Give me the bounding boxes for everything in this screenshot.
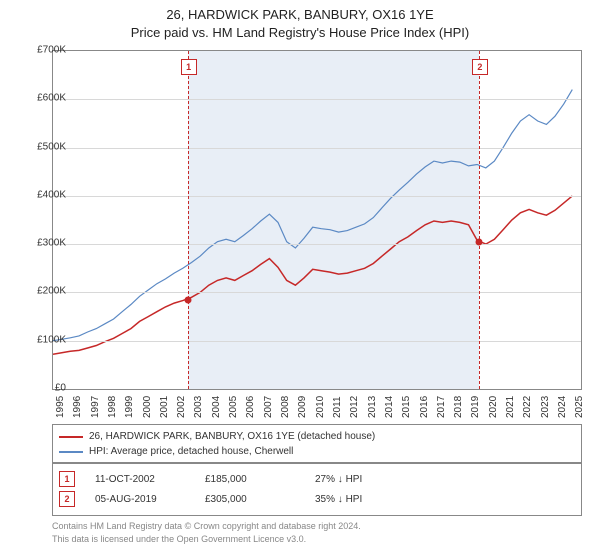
x-tick-label: 1998 xyxy=(107,396,118,418)
x-tick-label: 2011 xyxy=(332,396,343,418)
x-tick-label: 2008 xyxy=(280,396,291,418)
event-delta: 27% ↓ HPI xyxy=(315,474,405,485)
event-row: 2 05-AUG-2019 £305,000 35% ↓ HPI xyxy=(59,489,575,509)
event-row: 1 11-OCT-2002 £185,000 27% ↓ HPI xyxy=(59,469,575,489)
events-box: 1 11-OCT-2002 £185,000 27% ↓ HPI 2 05-AUG-201… xyxy=(52,462,582,516)
title-area: 26, HARDWICK PARK, BANBURY, OX16 1YE Pri… xyxy=(0,0,600,42)
x-tick-label: 2014 xyxy=(384,396,395,418)
x-tick-label: 2010 xyxy=(315,396,326,418)
legend-box: 26, HARDWICK PARK, BANBURY, OX16 1YE (de… xyxy=(52,424,582,464)
event-badge: 2 xyxy=(59,491,75,507)
x-tick-label: 2022 xyxy=(522,396,533,418)
y-tick-label: £300K xyxy=(20,238,66,249)
x-tick-label: 2006 xyxy=(245,396,256,418)
legend-swatch-property xyxy=(59,436,83,438)
x-tick-label: 2005 xyxy=(228,396,239,418)
gridline xyxy=(53,292,581,293)
gridline xyxy=(53,148,581,149)
x-tick-label: 2001 xyxy=(159,396,170,418)
x-tick-label: 2017 xyxy=(436,396,447,418)
marker-badge: 2 xyxy=(472,59,488,75)
x-tick-label: 1999 xyxy=(124,396,135,418)
y-tick-label: £100K xyxy=(20,334,66,345)
legend-label-property: 26, HARDWICK PARK, BANBURY, OX16 1YE (de… xyxy=(89,429,375,444)
x-tick-label: 2018 xyxy=(453,396,464,418)
x-tick-label: 2000 xyxy=(142,396,153,418)
chart-plot-area: 12 xyxy=(52,50,582,390)
marker-badge: 1 xyxy=(181,59,197,75)
x-tick-label: 2024 xyxy=(557,396,568,418)
y-tick-label: £0 xyxy=(20,383,66,394)
x-tick-label: 2009 xyxy=(297,396,308,418)
copyright-line1: Contains HM Land Registry data © Crown c… xyxy=(52,520,361,533)
gridline xyxy=(53,244,581,245)
y-tick-label: £700K xyxy=(20,45,66,56)
marker-line xyxy=(479,51,480,389)
marker-dot xyxy=(184,296,191,303)
x-tick-label: 2020 xyxy=(488,396,499,418)
event-price: £185,000 xyxy=(205,474,295,485)
x-tick-label: 2002 xyxy=(176,396,187,418)
legend-row-property: 26, HARDWICK PARK, BANBURY, OX16 1YE (de… xyxy=(59,429,575,444)
gridline xyxy=(53,196,581,197)
chart-container: 26, HARDWICK PARK, BANBURY, OX16 1YE Pri… xyxy=(0,0,600,560)
copyright-text: Contains HM Land Registry data © Crown c… xyxy=(52,520,361,545)
x-tick-label: 2013 xyxy=(367,396,378,418)
event-date: 05-AUG-2019 xyxy=(95,494,185,505)
x-tick-label: 2025 xyxy=(574,396,585,418)
event-price: £305,000 xyxy=(205,494,295,505)
series-property xyxy=(53,196,572,354)
x-tick-label: 2021 xyxy=(505,396,516,418)
event-date: 11-OCT-2002 xyxy=(95,474,185,485)
marker-dot xyxy=(475,238,482,245)
legend-swatch-hpi xyxy=(59,451,83,453)
copyright-line2: This data is licensed under the Open Gov… xyxy=(52,533,361,546)
legend-label-hpi: HPI: Average price, detached house, Cher… xyxy=(89,444,293,459)
series-hpi xyxy=(53,90,572,341)
x-tick-label: 2023 xyxy=(540,396,551,418)
chart-svg xyxy=(53,51,581,389)
x-tick-label: 2016 xyxy=(419,396,430,418)
title-address: 26, HARDWICK PARK, BANBURY, OX16 1YE xyxy=(0,6,600,24)
y-tick-label: £600K xyxy=(20,93,66,104)
legend-row-hpi: HPI: Average price, detached house, Cher… xyxy=(59,444,575,459)
x-tick-label: 2012 xyxy=(349,396,360,418)
gridline xyxy=(53,99,581,100)
x-tick-label: 1997 xyxy=(90,396,101,418)
x-tick-label: 2015 xyxy=(401,396,412,418)
y-tick-label: £500K xyxy=(20,141,66,152)
x-tick-label: 2007 xyxy=(263,396,274,418)
y-tick-label: £200K xyxy=(20,286,66,297)
gridline xyxy=(53,341,581,342)
event-delta: 35% ↓ HPI xyxy=(315,494,405,505)
title-subtitle: Price paid vs. HM Land Registry's House … xyxy=(0,24,600,42)
event-badge: 1 xyxy=(59,471,75,487)
x-tick-label: 2019 xyxy=(470,396,481,418)
marker-line xyxy=(188,51,189,389)
x-tick-label: 1995 xyxy=(55,396,66,418)
x-tick-label: 2003 xyxy=(193,396,204,418)
x-tick-label: 1996 xyxy=(72,396,83,418)
y-tick-label: £400K xyxy=(20,189,66,200)
x-tick-label: 2004 xyxy=(211,396,222,418)
